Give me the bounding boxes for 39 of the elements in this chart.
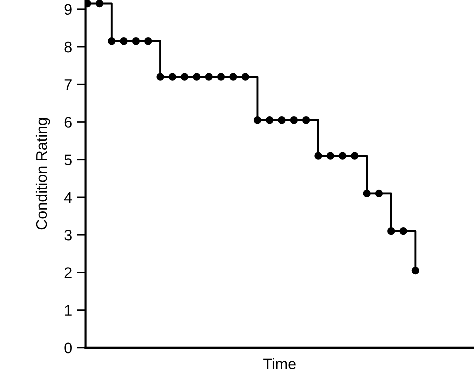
y-tick-label: 9: [64, 4, 72, 16]
y-tick-label: 4: [64, 192, 72, 204]
point: [375, 190, 384, 198]
y-tick-label: 8: [64, 42, 72, 53]
y-axis-title: Condition Rating: [36, 118, 50, 230]
point: [338, 152, 347, 160]
point: [400, 228, 408, 236]
point: [388, 228, 396, 236]
point: [363, 190, 371, 198]
point: [168, 73, 176, 81]
point: [302, 116, 310, 124]
point: [266, 116, 274, 124]
point: [278, 116, 286, 124]
point: [412, 266, 420, 275]
point: [144, 38, 152, 46]
point: [132, 38, 140, 46]
point: [290, 116, 298, 124]
point: [326, 152, 334, 160]
point: [242, 73, 250, 81]
point: [96, 0, 104, 8]
point: [156, 73, 164, 81]
y-tick-label: 1: [65, 305, 72, 316]
y-tick-label: 7: [64, 80, 72, 90]
point: [181, 73, 189, 81]
y-tick-label: 3: [64, 230, 72, 241]
x-axis-title: Time: [264, 358, 296, 370]
y-tick-label: 0: [64, 342, 72, 354]
point: [205, 73, 213, 81]
y-tick-label: 5: [64, 154, 72, 166]
point: [120, 38, 128, 46]
point: [108, 38, 116, 46]
point: [230, 73, 238, 81]
point: [193, 73, 201, 81]
point: [351, 152, 359, 160]
y-tick-label: 6: [64, 117, 72, 128]
y-tick-label: 2: [64, 268, 72, 278]
point: [217, 73, 226, 81]
point: [254, 116, 262, 124]
point: [314, 152, 322, 160]
